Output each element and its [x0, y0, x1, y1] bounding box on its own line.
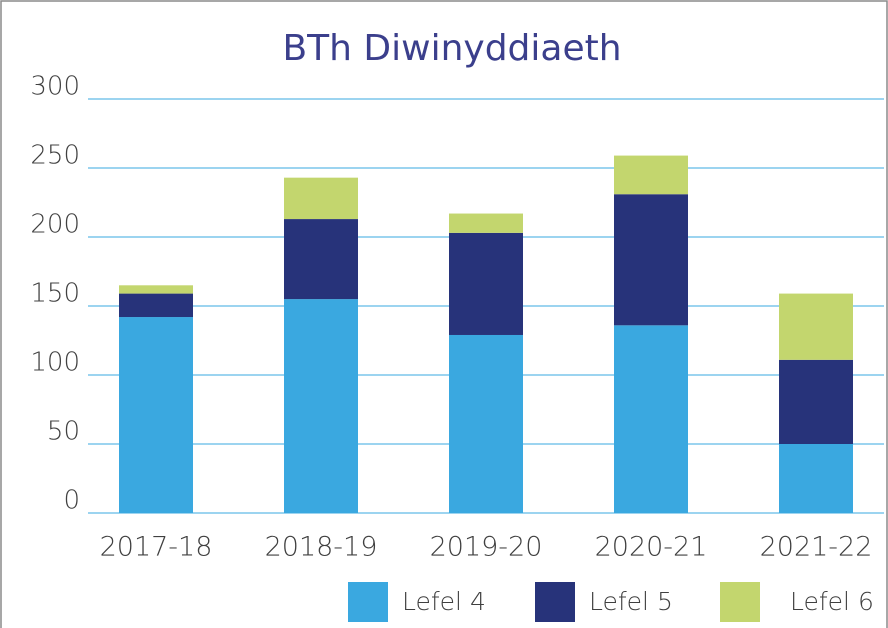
bar-segment [779, 293, 853, 360]
y-tick-label: 250 [30, 141, 80, 171]
bar-segment [614, 194, 688, 326]
legend-swatch [535, 582, 575, 622]
x-tick-label: 2019-20 [430, 532, 543, 563]
bar-segment [119, 293, 193, 318]
bar-segment [449, 232, 523, 335]
y-tick-label: 150 [30, 279, 80, 309]
bar-segment [779, 359, 853, 444]
x-tick-label: 2017-18 [100, 532, 213, 563]
bar-segment [449, 334, 523, 513]
x-tick-label: 2021-22 [760, 532, 873, 563]
bar-segment [614, 325, 688, 513]
bar-segment [614, 155, 688, 195]
bar-segment [449, 213, 523, 233]
legend-swatch [720, 582, 760, 622]
y-tick-label: 200 [30, 210, 80, 240]
legend-label: Lefel 4 [402, 587, 486, 616]
bar-segment [284, 177, 358, 220]
bar-segment [119, 285, 193, 294]
bar-segment [284, 299, 358, 513]
bar-segment [284, 219, 358, 300]
chart-title: BTh Diwinyddiaeth [282, 28, 621, 69]
legend-label: Lefel 5 [589, 587, 673, 616]
y-tick-label: 100 [30, 348, 80, 378]
x-tick-label: 2020-21 [595, 532, 708, 563]
bar-segment [119, 317, 193, 513]
legend-swatch [348, 582, 388, 622]
x-tick-label: 2018-19 [265, 532, 378, 563]
bar-segment [779, 444, 853, 513]
y-tick-label: 50 [47, 417, 80, 447]
y-tick-label: 300 [30, 72, 80, 102]
legend-label: Lefel 6 [790, 587, 874, 616]
y-tick-label: 0 [63, 486, 80, 516]
